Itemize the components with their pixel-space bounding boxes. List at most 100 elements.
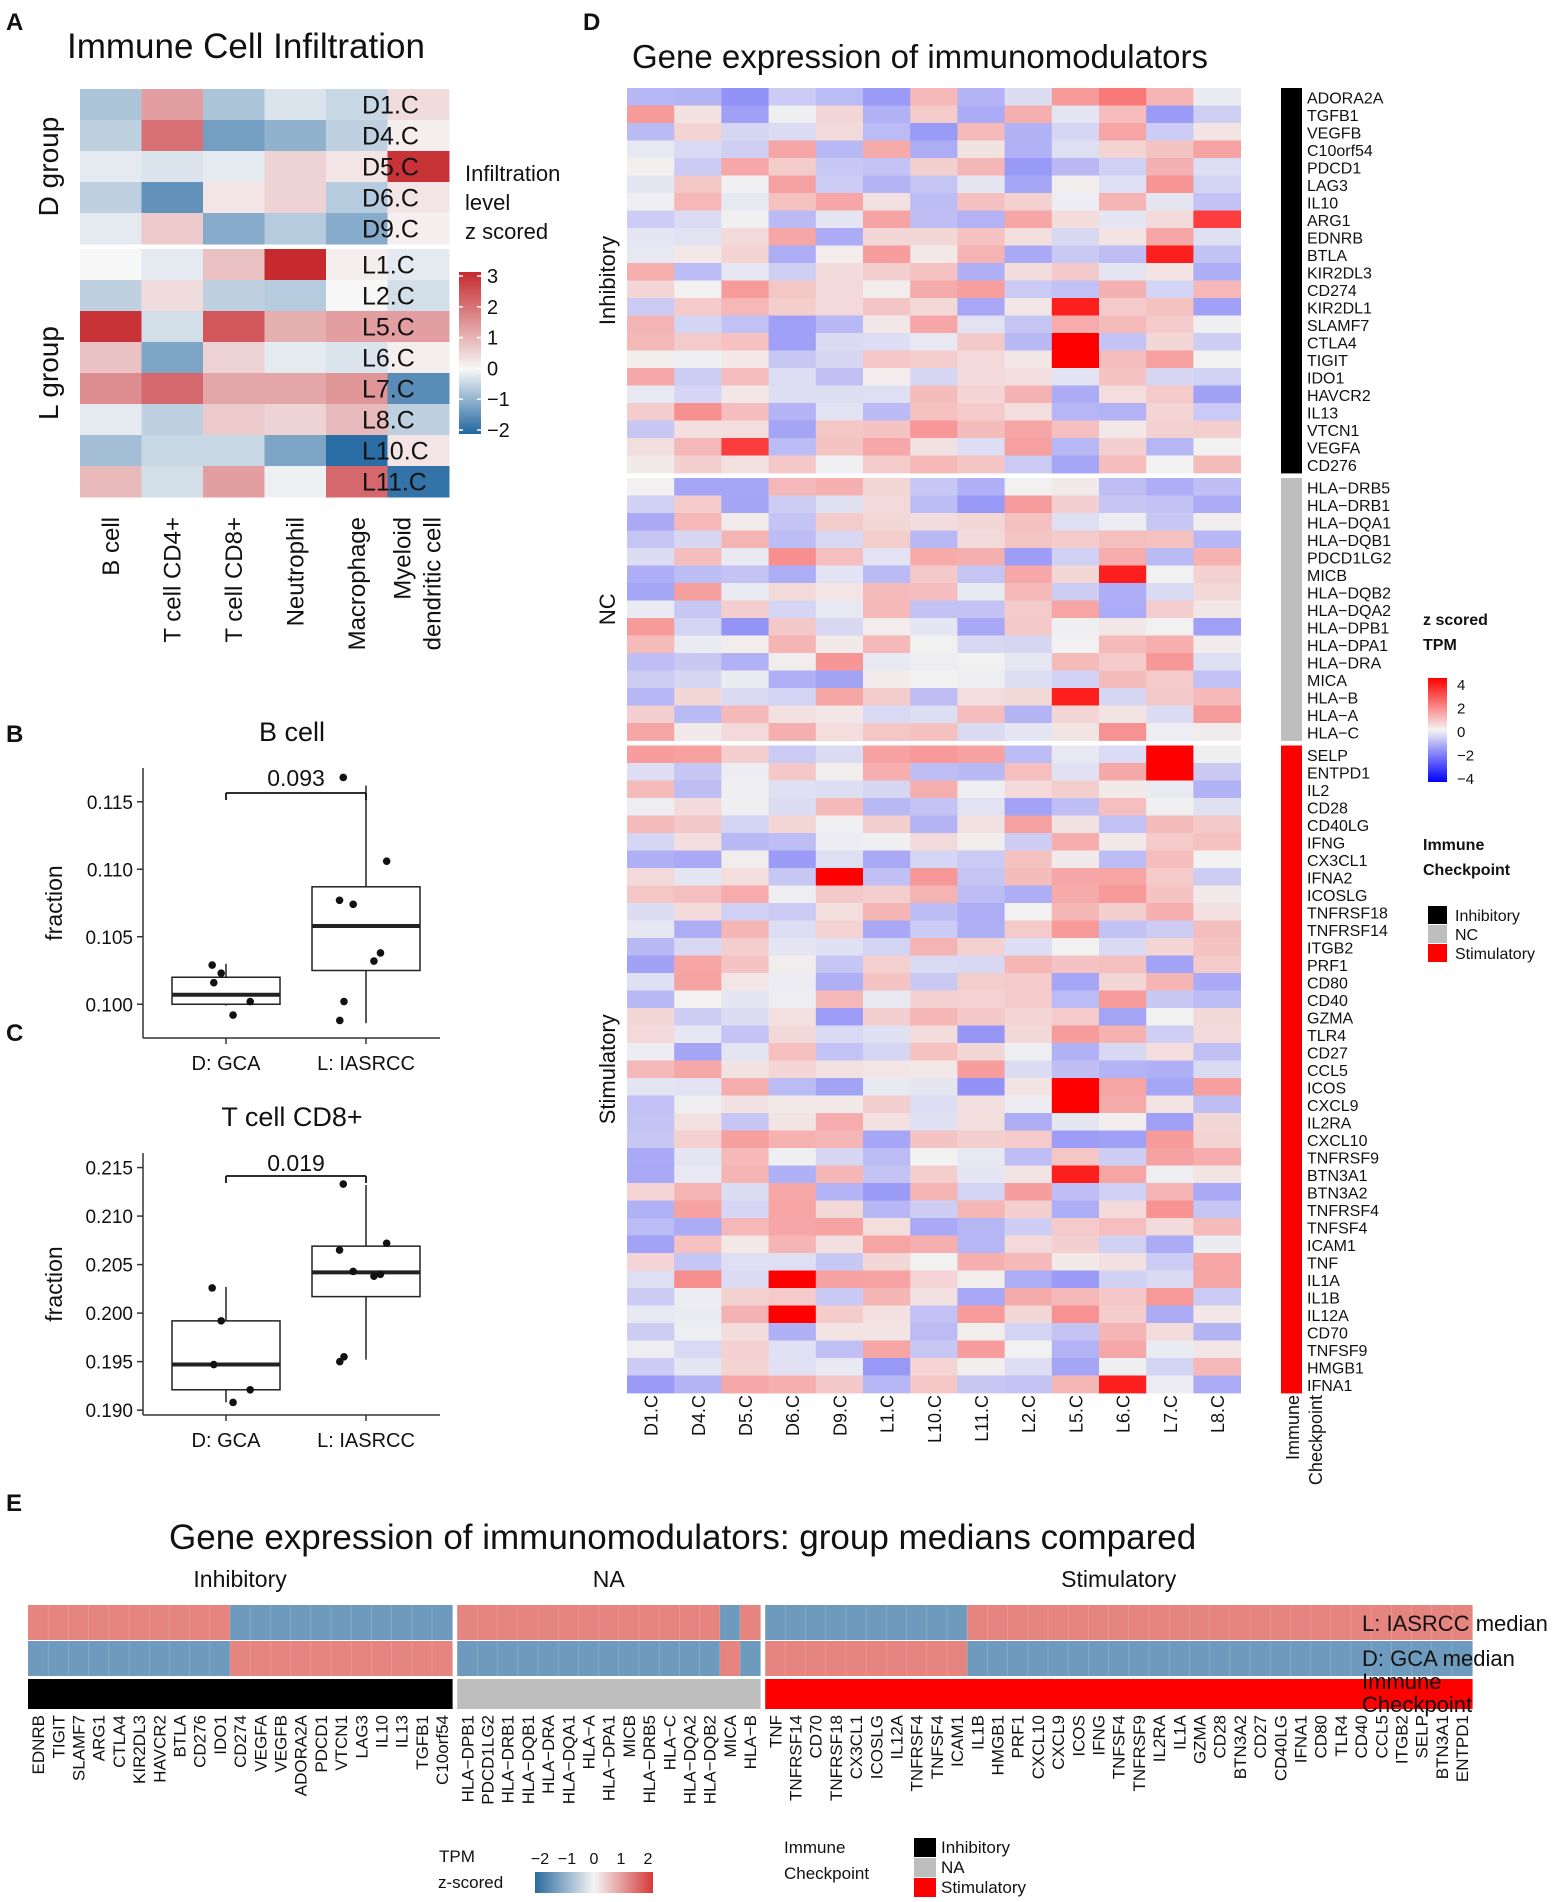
heatmap-cell: [846, 1605, 867, 1640]
row-label: L7.C: [362, 376, 415, 404]
heatmap-cell: [825, 1641, 847, 1676]
heatmap-cell: [1099, 1008, 1147, 1026]
heatmap-cell: [863, 245, 911, 264]
column-label: D6.C: [783, 1395, 803, 1436]
heatmap-cell: [1051, 653, 1100, 671]
data-point: [340, 997, 348, 1006]
column-label: TLR4: [1332, 1715, 1351, 1757]
heatmap-cell: [674, 705, 722, 724]
heatmap-cell: [1051, 565, 1100, 584]
heatmap-cell: [1004, 333, 1053, 351]
annotation-cell: [1281, 1095, 1302, 1114]
heatmap-cell: [863, 478, 911, 496]
annotation-cell: [1108, 1679, 1130, 1709]
heatmap-cell: [1099, 263, 1147, 281]
heatmap-cell: [1004, 763, 1053, 781]
heatmap-cell: [721, 1095, 769, 1114]
heatmap-cell: [721, 955, 769, 974]
heatmap-cell: [815, 1078, 864, 1096]
heatmap-cell: [674, 723, 722, 741]
heatmap-cell: [957, 175, 1005, 194]
annotation-cell: [1281, 245, 1302, 264]
heatmap-cell: [477, 1605, 498, 1640]
column-label: HAVCR2: [150, 1715, 169, 1783]
heatmap-cell: [1146, 763, 1194, 781]
heatmap-cell: [906, 1605, 928, 1640]
heatmap-cell: [48, 1641, 69, 1676]
row-label: CD274: [1307, 283, 1357, 300]
heatmap-cell: [863, 885, 911, 904]
heatmap-cell: [627, 868, 675, 886]
row-label: CCL5: [1307, 1063, 1348, 1080]
heatmap-cell: [674, 1095, 722, 1114]
column-label: PDCD1: [312, 1715, 331, 1773]
heatmap-cell: [1193, 798, 1241, 816]
heatmap-cell: [863, 105, 911, 124]
heatmap-cell: [863, 420, 911, 439]
heatmap-cell: [1051, 1165, 1100, 1184]
x-tick-label: L: IASRCC: [317, 1053, 415, 1075]
heatmap-cell: [1146, 350, 1194, 369]
heatmap-cell: [674, 635, 722, 654]
heatmap-cell: [627, 723, 675, 741]
row-label: L1.C: [362, 252, 415, 280]
heatmap-cell: [1004, 1113, 1053, 1131]
heatmap-cell: [863, 1148, 911, 1166]
annotation-label: Checkpoint: [1362, 1692, 1472, 1717]
annotation-cell: [290, 1679, 312, 1709]
heatmap-cell: [1209, 1605, 1231, 1640]
heatmap-cell: [768, 653, 817, 671]
heatmap-cell: [674, 455, 722, 474]
heatmap-cell: [721, 920, 769, 939]
heatmap-cell: [1004, 280, 1053, 299]
heatmap-cell: [1193, 1375, 1241, 1394]
heatmap-cell: [627, 745, 675, 764]
heatmap-cell: [1099, 105, 1147, 124]
heatmap-cell: [721, 455, 769, 474]
annotation-cell: [1270, 1679, 1291, 1709]
heatmap-cell: [1146, 723, 1194, 741]
legend-title: z-scored: [438, 1873, 503, 1892]
heatmap-cell: [910, 1253, 958, 1271]
heatmap-cell: [1193, 123, 1241, 141]
column-label: PDCD1LG2: [479, 1715, 498, 1805]
heatmap-cell: [721, 1060, 769, 1079]
heatmap-cell: [387, 280, 450, 312]
heatmap-cell: [910, 513, 958, 531]
heatmap-cell: [768, 105, 817, 124]
heatmap-cell: [957, 1253, 1005, 1271]
heatmap-cell: [627, 1375, 675, 1394]
heatmap-cell: [957, 780, 1005, 799]
annotation-cell: [1310, 1679, 1332, 1709]
annotation-cell: [1281, 1200, 1302, 1219]
heatmap-cell: [1146, 1340, 1194, 1359]
heatmap-cell: [1004, 350, 1053, 369]
heatmap-cell: [967, 1641, 988, 1676]
heatmap-cell: [80, 373, 142, 405]
heatmap-cell: [768, 315, 817, 334]
row-group-label: D group: [33, 117, 64, 217]
heatmap-cell: [1051, 635, 1100, 654]
heatmap-cell: [674, 1288, 722, 1306]
column-label: Macrophage: [344, 517, 371, 650]
column-label: IL2RA: [1150, 1714, 1169, 1762]
column-label: CD27: [1251, 1715, 1270, 1758]
annotation-cell: [926, 1679, 948, 1709]
row-label: VEGFA: [1307, 441, 1361, 458]
heatmap-cell: [1099, 158, 1147, 176]
heatmap-cell: [910, 1095, 958, 1114]
legend-swatch: [1428, 944, 1447, 962]
colorbar-tick-label: 2: [644, 1851, 653, 1868]
heatmap-cell: [721, 938, 769, 956]
heatmap-cell: [674, 1340, 722, 1359]
heatmap-cell: [1051, 263, 1100, 281]
heatmap-cell: [1108, 1605, 1130, 1640]
heatmap-cell: [863, 763, 911, 781]
heatmap-cell: [863, 990, 911, 1009]
heatmap-cell: [863, 583, 911, 601]
heatmap-cell: [1004, 140, 1053, 159]
annotation-cell: [230, 1679, 251, 1709]
heatmap-cell: [1146, 263, 1194, 281]
heatmap-cell: [721, 1113, 769, 1131]
row-label: HAVCR2: [1307, 388, 1371, 405]
